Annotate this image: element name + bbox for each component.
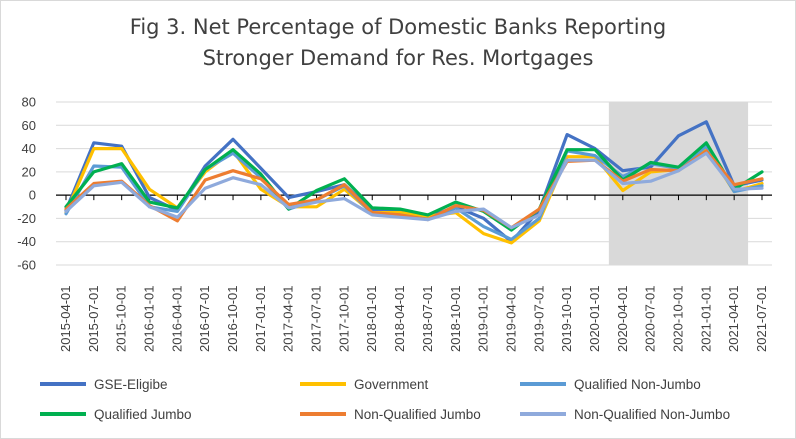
x-tick-label: 2016-10-01 bbox=[225, 286, 240, 353]
series-line-3 bbox=[64, 141, 764, 232]
x-tick-label: 2021-07-01 bbox=[754, 286, 769, 353]
x-tick-label: 2018-04-01 bbox=[392, 286, 407, 353]
chart-title-line-1: Fig 3. Net Percentage of Domestic Banks … bbox=[129, 15, 667, 39]
x-tick-label: 2020-04-01 bbox=[615, 286, 630, 353]
x-tick-label: 2020-01-01 bbox=[587, 286, 602, 353]
y-tick-label: 40 bbox=[22, 141, 36, 156]
x-tick-label: 2019-10-01 bbox=[559, 286, 574, 353]
x-tick-label: 2021-04-01 bbox=[726, 286, 741, 353]
y-tick-label: -40 bbox=[17, 234, 36, 249]
y-tick-label: 0 bbox=[29, 188, 36, 203]
x-tick-label: 2019-01-01 bbox=[476, 286, 491, 352]
x-tick-label: 2016-07-01 bbox=[197, 286, 212, 353]
y-tick-label: 20 bbox=[22, 164, 36, 179]
x-tick-label: 2018-07-01 bbox=[420, 286, 435, 353]
chart-title-line-2: Stronger Demand for Res. Mortgages bbox=[202, 46, 594, 70]
x-tick-label: 2016-01-01 bbox=[142, 286, 157, 353]
x-tick-label: 2019-04-01 bbox=[503, 286, 518, 353]
y-tick-label: 60 bbox=[22, 118, 36, 133]
x-tick-label: 2015-04-01 bbox=[58, 286, 73, 353]
x-tick-label: 2020-10-01 bbox=[670, 286, 685, 353]
x-tick-label: 2018-01-01 bbox=[364, 286, 379, 353]
x-tick-label: 2021-01-01 bbox=[698, 286, 713, 353]
y-tick-label: 80 bbox=[22, 95, 36, 110]
y-tick-label: -20 bbox=[17, 211, 36, 226]
x-tick-label: 2017-01-01 bbox=[253, 286, 268, 353]
series-line-5 bbox=[64, 151, 764, 230]
x-tick-label: 2017-07-01 bbox=[309, 286, 324, 353]
chart-title: Fig 3. Net Percentage of Domestic Banks … bbox=[0, 12, 796, 74]
x-tick-label: 2020-07-01 bbox=[643, 286, 658, 353]
x-tick-label: 2019-07-01 bbox=[531, 286, 546, 353]
x-tick-label: 2017-10-01 bbox=[336, 286, 351, 353]
x-tick-label: 2018-10-01 bbox=[448, 286, 463, 353]
x-tick-label: 2015-10-01 bbox=[114, 286, 129, 353]
x-tick-label: 2017-04-01 bbox=[281, 286, 296, 353]
x-tick-label: 2016-04-01 bbox=[169, 286, 184, 353]
x-tick-label: 2015-07-01 bbox=[86, 286, 101, 353]
y-tick-label: -60 bbox=[17, 258, 36, 273]
